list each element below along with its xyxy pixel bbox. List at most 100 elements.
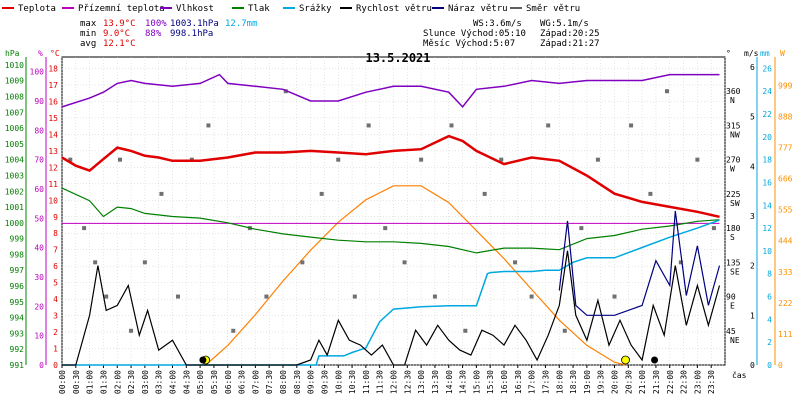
x-tick-label: 14:00 (445, 370, 454, 394)
x-tick-label: 07:00 (251, 370, 260, 394)
x-tick-label: 17:00 (528, 370, 537, 394)
wind-dir-point (231, 328, 236, 333)
x-tick-label: 01:30 (99, 370, 108, 394)
x-tick-label: 09:30 (320, 370, 329, 394)
wind-dir-point (352, 294, 357, 299)
rain-line (62, 219, 720, 366)
hpa-axis-tick-label: 1001 (5, 203, 24, 212)
temp-axis-tick-label: 9 (53, 213, 58, 222)
temp-axis-tick-label: 0 (53, 361, 58, 370)
wind-dir-point (695, 157, 700, 162)
wind-dir-point (402, 260, 407, 265)
wind-dir-point (159, 191, 164, 196)
x-tick-label: 16:30 (514, 370, 523, 394)
wind-dir-point (118, 157, 123, 162)
sun-axis-tick-label: 555 (778, 206, 793, 215)
temp-axis-tick-label: 18 (48, 65, 58, 74)
sun-axis-tick-label: 666 (778, 175, 793, 184)
hpa-axis-tick-label: 1007 (5, 108, 24, 117)
sun-axis-unit: W (780, 49, 785, 58)
x-tick-label: 08:00 (279, 370, 288, 394)
x-tick-label: 13:00 (417, 370, 426, 394)
x-tick-label: 18:30 (569, 370, 578, 394)
temp-axis-tick-label: 6 (53, 262, 58, 271)
x-tick-label: 10:30 (348, 370, 357, 394)
x-tick-label: 00:30 (72, 370, 81, 394)
stats-wind-gust: WG:5.1m/s (540, 19, 589, 29)
sun-axis-tick-label: 222 (778, 299, 793, 308)
x-tick-label: 15:00 (472, 370, 481, 394)
temp-axis-tick-label: 2 (53, 328, 58, 337)
moonset-marker (651, 356, 659, 364)
legend-label: Srážky (299, 4, 332, 14)
x-tick-label: 03:30 (155, 370, 164, 394)
temperature-line (61, 134, 720, 219)
stats-moonset: Západ:21:27 (540, 39, 600, 49)
x-tick-label: 06:30 (238, 370, 247, 394)
sun-axis-tick-label: 888 (778, 112, 793, 121)
humidity-line (61, 73, 720, 109)
wind-dir-point (499, 157, 504, 162)
mm-axis-tick-label: 26 (762, 64, 772, 73)
hpa-axis-tick-label: 1009 (5, 77, 24, 86)
legend-label: Přízemní teplota (78, 4, 165, 14)
x-tick-label: 18:00 (555, 370, 564, 394)
x-tick-label: 11:00 (362, 370, 371, 394)
pressure-line (61, 187, 720, 254)
dir-axis-tick-label: 45 (726, 327, 736, 336)
wind-dir-point (612, 294, 617, 299)
mm-axis-tick-label: 8 (767, 270, 772, 279)
stats-max-rain: 12.7mm (225, 19, 258, 29)
ms-axis-tick-label: 3 (750, 212, 755, 221)
hpa-axis-tick-label: 1006 (5, 124, 24, 133)
pct-axis-unit: % (38, 49, 43, 58)
stats-wind-speed: WS:3.6m/s (473, 19, 522, 29)
pct-axis-tick-label: 40 (34, 244, 44, 253)
legend-label: Náraz větru (448, 4, 508, 14)
hpa-axis-tick-label: 1002 (5, 187, 24, 196)
mm-axis-tick-label: 10 (762, 247, 772, 256)
ms-axis-tick-label: 4 (750, 162, 755, 171)
dir-axis-tick-label: N (730, 96, 735, 105)
sun-axis-tick-label: 111 (778, 330, 793, 339)
wind-dir-point (176, 294, 181, 299)
hpa-axis-tick-label: 1005 (5, 140, 24, 149)
stats-sunset: Západ:20:25 (540, 29, 600, 39)
x-tick-label: 22:00 (666, 370, 675, 394)
x-tick-label: 23:00 (693, 370, 702, 394)
x-tick-label: 12:30 (403, 370, 412, 394)
sun-axis-tick-label: 777 (778, 143, 793, 152)
mm-axis-tick-label: 16 (762, 178, 772, 187)
dir-axis-tick-label: E (730, 302, 735, 311)
axes: 00:00 00:30 01:00 01:30 02:00 02:30 03:00 03:30… (5, 49, 793, 394)
legend-label: Směr větru (526, 4, 580, 14)
hpa-axis-tick-label: 1008 (5, 92, 24, 101)
temp-axis-tick-label: 3 (53, 312, 58, 321)
sun-axis-tick-label: 0 (778, 361, 783, 370)
sunset-marker (621, 355, 630, 365)
temp-axis-tick-label: 5 (53, 279, 58, 288)
x-tick-label: 04:00 (169, 370, 178, 394)
legend: Teplota Přízemní teplota Vlhkost Tlak Srážky… (2, 4, 580, 14)
dir-axis-tick-label: 180 (726, 224, 741, 233)
mm-axis-tick-label: 18 (762, 156, 772, 165)
wind-dir-point (319, 191, 324, 196)
pct-axis-tick-label: 90 (34, 97, 44, 106)
mm-axis-tick-label: 14 (762, 201, 772, 210)
temp-axis-tick-label: 13 (48, 147, 58, 156)
hpa-axis-tick-label: 991 (10, 361, 25, 370)
temp-axis-tick-label: 12 (48, 163, 58, 172)
wind-dir-point (513, 260, 518, 265)
wind-dir-point (711, 226, 716, 231)
temp-axis-tick-label: 11 (48, 180, 58, 189)
temp-axis-tick-label: 1 (53, 345, 58, 354)
x-tick-label: 15:30 (486, 370, 495, 394)
temp-axis-tick-label: 15 (48, 114, 58, 123)
moonrise-marker (199, 356, 207, 364)
stats-max-label: max (80, 19, 97, 29)
legend-label: Teplota (18, 4, 56, 14)
wind-dir-point (529, 294, 534, 299)
hpa-axis-tick-label: 995 (10, 298, 25, 307)
